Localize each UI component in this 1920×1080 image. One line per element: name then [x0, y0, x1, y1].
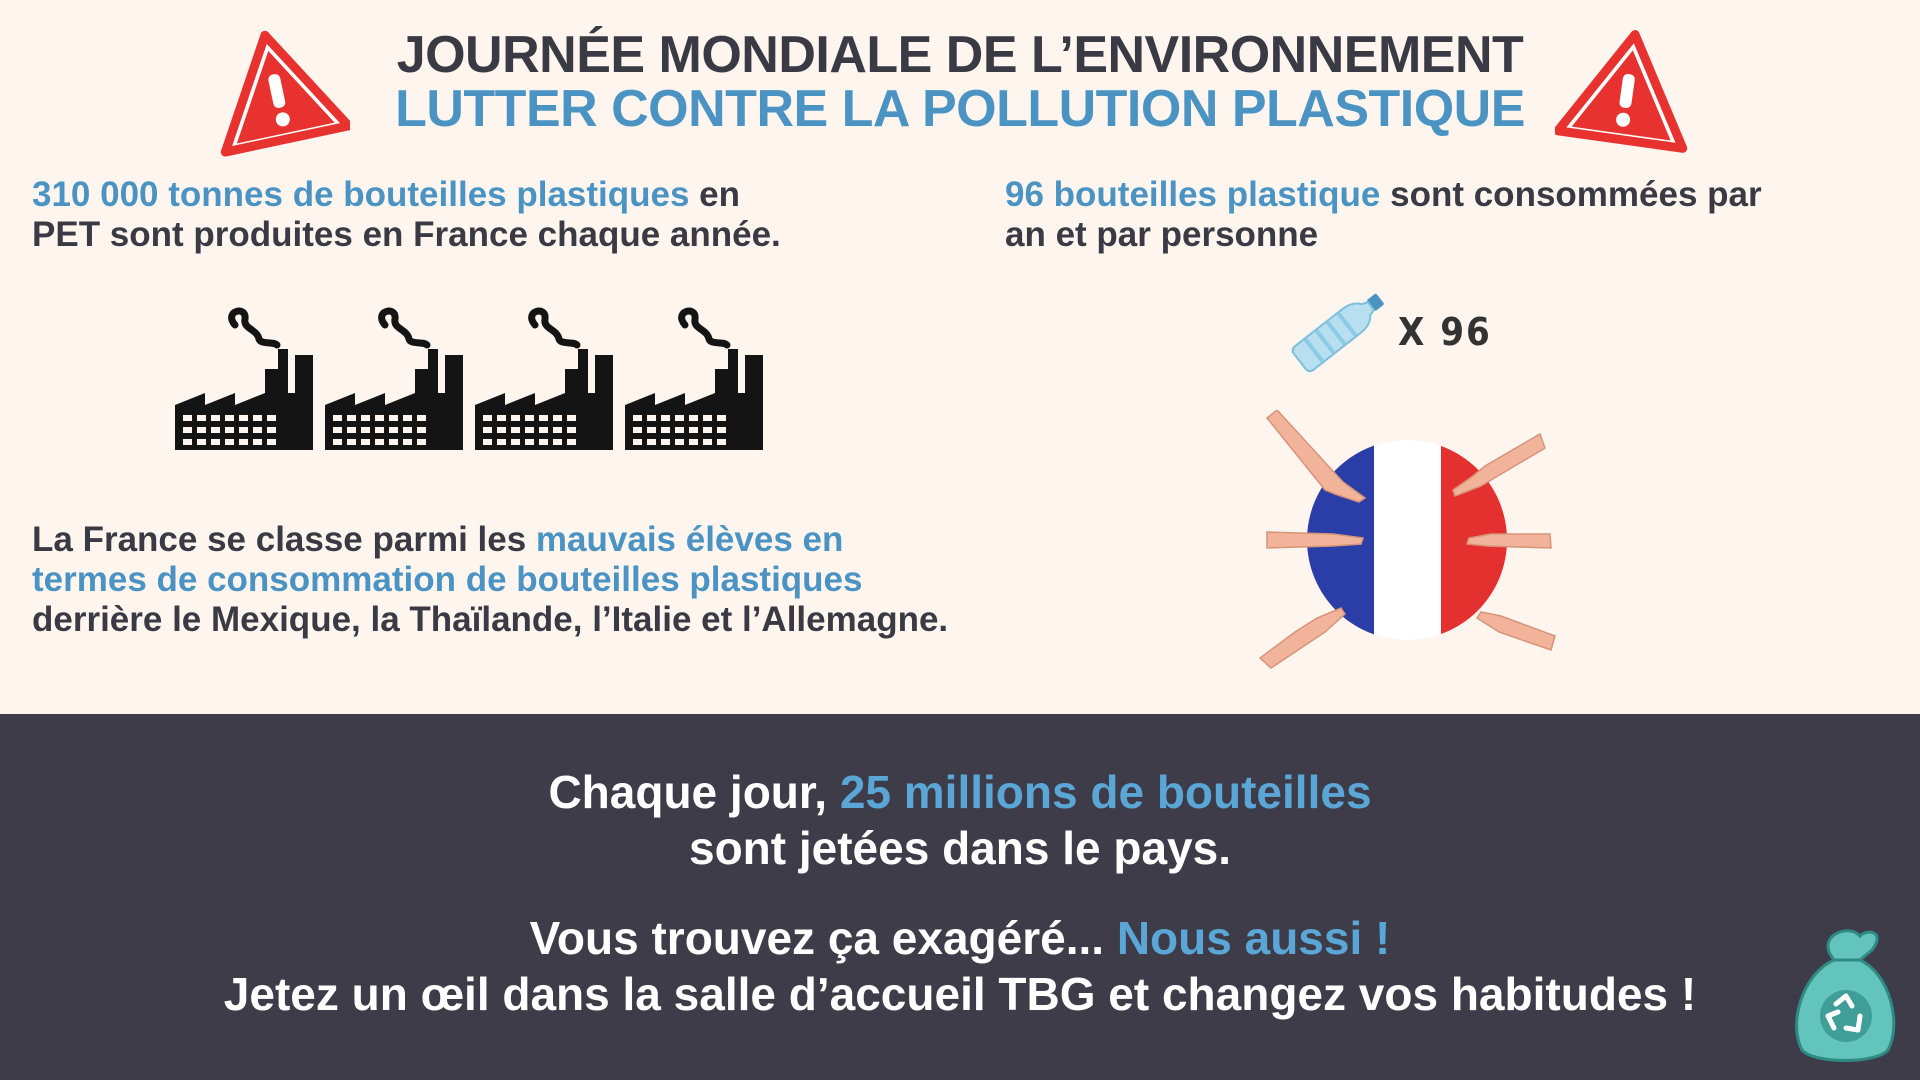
- stat-ranking: La France se classe parmi les mauvais él…: [32, 520, 1132, 640]
- daily-waste-highlight: 25 millions de bouteilles: [839, 766, 1372, 818]
- stat-consumption-highlight: 96 bouteilles plastique: [1005, 175, 1381, 214]
- header: JOURNÉE MONDIALE DE L’ENVIRONNEMENT LUTT…: [0, 28, 1920, 136]
- factory-icon: [475, 311, 613, 450]
- stat-ranking-text-a: La France se classe parmi les: [32, 520, 536, 559]
- stat-consumption-text-a: sont consommées par: [1380, 175, 1762, 214]
- recycle-bag-icon: [1795, 929, 1896, 1062]
- title-line-2: LUTTER CONTRE LA POLLUTION PLASTIQUE: [395, 80, 1525, 138]
- call-to-action-text-b: Jetez un œil dans la salle d’accueil TBG…: [223, 968, 1697, 1020]
- warning-icon: [1555, 30, 1688, 153]
- daily-waste-text-a: Chaque jour,: [548, 766, 840, 818]
- stat-ranking-text-b: derrière le Mexique, la Thaïlande, l’Ita…: [32, 600, 949, 639]
- france-flag-icon: [1258, 410, 1556, 669]
- bottom-band: Chaque jour, 25 millions de bouteilles s…: [0, 714, 1920, 1080]
- factory-icon: [625, 311, 763, 450]
- pointing-hands: [1258, 410, 1556, 669]
- plastic-bottle-icon: [1291, 293, 1384, 373]
- stat-ranking-highlight-a: mauvais élèves en: [535, 520, 844, 559]
- stat-consumption: 96 bouteilles plastique sont consommées …: [1005, 175, 1905, 255]
- title-line-1: JOURNÉE MONDIALE DE L’ENVIRONNEMENT: [396, 26, 1524, 84]
- stat-consumption-text-b: an et par personne: [1005, 215, 1319, 254]
- factory-icon: [175, 311, 313, 450]
- call-to-action-text-a: Vous trouvez ça exagéré...: [529, 912, 1117, 964]
- stat-production: 310 000 tonnes de bouteilles plastiques …: [32, 175, 932, 255]
- factory-icon: [325, 311, 463, 450]
- call-to-action-highlight: Nous aussi !: [1116, 912, 1391, 964]
- factory-row: [175, 305, 775, 450]
- stat-production-text-a: en: [689, 175, 741, 214]
- daily-waste-text-b: sont jetées dans le pays.: [688, 822, 1231, 874]
- bottle-multiplier: X 96: [1398, 310, 1492, 354]
- warning-icon: [220, 30, 350, 157]
- stat-ranking-highlight-b: termes de consommation de bouteilles pla…: [32, 560, 863, 599]
- daily-waste-message: Chaque jour, 25 millions de bouteilles s…: [0, 764, 1920, 876]
- call-to-action: Vous trouvez ça exagéré... Nous aussi ! …: [0, 910, 1920, 1022]
- stat-production-text-b: PET sont produites en France chaque anné…: [32, 215, 781, 254]
- stat-production-highlight: 310 000 tonnes de bouteilles plastiques: [32, 175, 690, 214]
